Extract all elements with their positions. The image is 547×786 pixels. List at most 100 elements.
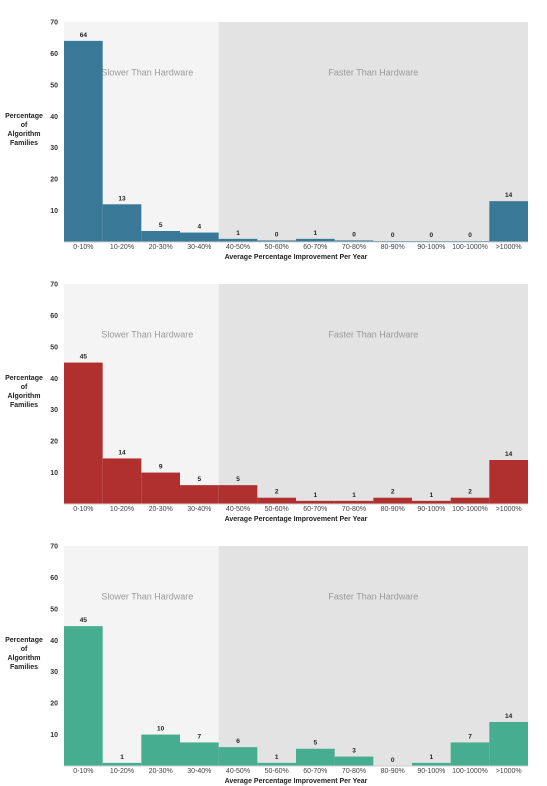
bar-value-label: 2 [468, 489, 472, 496]
bar-10-20% [102, 762, 142, 766]
x-tick-label: 50-60% [265, 506, 289, 513]
bar-30-40% [180, 742, 219, 766]
bar-40-50% [218, 747, 258, 766]
bar-30-40% [180, 485, 219, 504]
bar-value-label: 64 [80, 32, 88, 39]
bar-value-label: 1 [314, 230, 318, 237]
bar-0-10% [64, 40, 103, 242]
x-tick-label: 90-100% [417, 506, 445, 513]
bar-value-label: 14 [505, 713, 513, 720]
bar-value-label: 1 [275, 754, 279, 761]
x-tick-label: 70-80% [342, 244, 366, 251]
bar-value-label: 5 [159, 222, 163, 229]
bar-value-label: 1 [430, 754, 434, 761]
y-tick-label: 30 [50, 145, 58, 152]
bar-value-label: 45 [80, 617, 88, 624]
x-tick-label: >1000% [496, 768, 522, 775]
bar-20-30% [141, 231, 180, 242]
bar-50-60% [257, 240, 296, 242]
x-tick-label: 100-1000% [452, 506, 488, 513]
y-tick-label: 60 [50, 51, 58, 58]
bar-40-50% [218, 238, 258, 242]
x-tick-label: 60-70% [303, 768, 327, 775]
x-tick-label: 10-20% [110, 768, 134, 775]
bar-0-10% [64, 626, 103, 766]
region-label-slower: Slower Than Hardware [101, 329, 193, 339]
x-tick-label: 60-70% [303, 506, 327, 513]
bar-value-label: 0 [430, 232, 434, 239]
x-tick-label: 60-70% [303, 244, 327, 251]
x-tick-label: 40-50% [226, 768, 250, 775]
bar-value-label: 7 [198, 733, 202, 740]
y-tick-label: 40 [50, 376, 58, 383]
y-tick-label: 20 [50, 177, 58, 184]
bar-70-80% [334, 756, 374, 766]
x-tick-label: 90-100% [417, 244, 445, 251]
y-tick-label: 10 [50, 470, 58, 477]
bar-40-50% [218, 485, 258, 504]
bar-value-label: 7 [468, 733, 472, 740]
x-tick-label: 100-1000% [452, 244, 488, 251]
x-tick-label: 20-30% [149, 506, 173, 513]
y-tick-label: 40 [50, 638, 58, 645]
region-label-faster: Faster Than Hardware [328, 67, 418, 77]
bar-value-label: 0 [468, 232, 472, 239]
x-tick-label: >1000% [496, 506, 522, 513]
bar-70-80% [334, 240, 374, 242]
region-faster-bg [218, 284, 528, 504]
bar-60-70% [296, 748, 335, 766]
y-tick-label: 50 [50, 606, 58, 613]
chart-a: Slower Than Hardware Faster Than Hardware… [5, 20, 528, 261]
bar-value-label: 3 [352, 748, 356, 755]
y-tick-label: 30 [50, 669, 58, 676]
bar-70-80% [334, 500, 374, 504]
x-tick-label: 0-10% [73, 768, 93, 775]
y-tick-label: 20 [50, 701, 58, 708]
bar-90-100% [412, 500, 451, 504]
x-tick-label: 50-60% [265, 244, 289, 251]
region-faster-bg [218, 22, 528, 242]
x-tick-label: 80-90% [381, 244, 405, 251]
x-tick-label: 0-10% [73, 506, 93, 513]
bar-value-label: 1 [120, 754, 124, 761]
x-axis-title: Average Percentage Improvement Per Year [225, 778, 368, 785]
x-tick-label: 10-20% [110, 244, 134, 251]
region-label-slower: Slower Than Hardware [101, 67, 193, 77]
y-tick-label: 30 [50, 407, 58, 414]
y-tick-label: 10 [50, 208, 58, 215]
bar-value-label: 0 [275, 231, 279, 238]
region-label-faster: Faster Than Hardware [328, 329, 418, 339]
bar-value-label: 14 [505, 192, 513, 199]
bar-20-30% [141, 472, 180, 504]
bar-value-label: 1 [430, 492, 434, 499]
bar-100-1000% [450, 497, 490, 504]
x-tick-label: 100-1000% [452, 768, 488, 775]
x-tick-label: 20-30% [149, 244, 173, 251]
x-tick-label: 40-50% [226, 506, 250, 513]
bar-30-40% [180, 232, 219, 242]
bar-80-90% [373, 497, 412, 504]
bar-value-label: 2 [275, 489, 279, 496]
chart-b: Slower Than Hardware Faster Than Hardware… [5, 282, 528, 523]
bar-100-1000% [450, 742, 490, 766]
y-tick-label: 50 [50, 82, 58, 89]
y-tick-label: 10 [50, 732, 58, 739]
bar-value-label: 14 [118, 449, 126, 456]
y-axis-title: Percentage of Algorithm Families [5, 375, 43, 409]
bar-value-label: 14 [505, 451, 513, 458]
x-tick-label: 80-90% [381, 768, 405, 775]
bar-value-label: 0 [391, 232, 395, 239]
region-label-faster: Faster Than Hardware [328, 591, 418, 601]
bar-value-label: 2 [391, 489, 395, 496]
bar-value-label: 5 [198, 476, 202, 483]
x-axis-title: Average Percentage Improvement Per Year [225, 516, 368, 523]
x-tick-label: 30-40% [187, 244, 211, 251]
bar-20-30% [141, 734, 180, 766]
bar-50-60% [257, 762, 296, 766]
bar-value-label: 5 [236, 476, 240, 483]
x-tick-label: 50-60% [265, 768, 289, 775]
bar-value-label: 9 [159, 464, 163, 471]
bar-value-label: 5 [314, 740, 318, 747]
x-tick-label: 10-20% [110, 506, 134, 513]
